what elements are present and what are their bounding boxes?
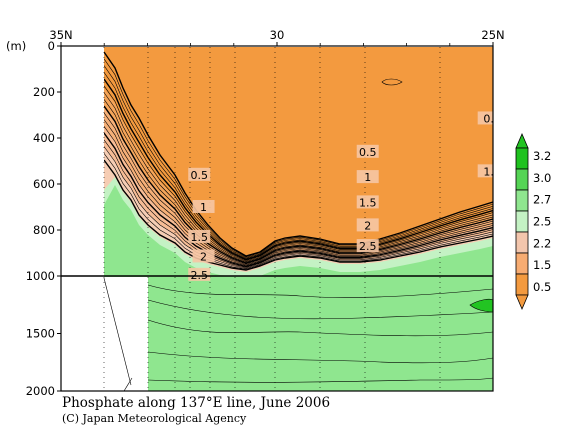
contour-label: 1 <box>200 201 207 214</box>
contour-label-bg <box>188 229 211 243</box>
contour-label: 0.5 <box>359 146 377 159</box>
bottom-line <box>103 277 132 386</box>
contour-line <box>103 72 493 259</box>
y-tick-label: 1500 <box>26 327 55 341</box>
colorbar: 3.2 3.0 2.7 2.5 2.2 1.5 0.5 <box>515 132 551 311</box>
contour-line <box>103 119 493 266</box>
contour-line <box>103 58 493 258</box>
colorbar-bottom-arrow <box>515 294 529 311</box>
contour-line <box>103 85 493 261</box>
contour-label-bg <box>477 111 493 125</box>
contour-label-bg <box>188 267 211 281</box>
contour-line <box>103 92 493 262</box>
contour-line <box>103 146 493 269</box>
contour-line <box>103 99 493 263</box>
y-tick-label: 0 <box>48 39 55 53</box>
y-unit-label: (m) <box>6 39 26 53</box>
colorbar-swatch <box>515 252 529 275</box>
x-tick-label: 25N <box>481 28 504 42</box>
deep-layer <box>148 276 493 391</box>
contour-line <box>103 51 493 257</box>
no-data-region-deep <box>61 277 148 391</box>
colorbar-swatch <box>515 210 529 233</box>
contour-line <box>103 159 493 271</box>
colorbar-swatch <box>515 147 529 170</box>
contour-label: 1.5 <box>190 231 208 244</box>
y-tick-label: 2000 <box>26 384 55 398</box>
colorbar-swatch <box>515 168 529 191</box>
deep-contour-line <box>147 377 493 383</box>
chart-title: Phosphate along 137°E line, June 2006 <box>62 395 330 411</box>
contour-label-bg <box>188 167 211 181</box>
colorbar-label: 2.2 <box>533 236 551 250</box>
plot-area: 0.511.522.50.511.522.50.1. <box>61 47 494 391</box>
axes: 0 200 400 600 800 1000 1500 2000 (m) 35N 30 25N <box>6 28 505 398</box>
contour-label-bg <box>356 239 379 253</box>
colorbar-swatch <box>515 189 529 212</box>
colorbar-swatch <box>515 273 529 296</box>
colorbar-label: 3.0 <box>533 171 551 185</box>
contour-label: 0.5 <box>190 169 208 182</box>
contour-line <box>103 132 493 268</box>
deep-contour-line <box>147 284 493 298</box>
colorbar-label: 2.7 <box>533 193 551 207</box>
contour-label: 1 <box>364 171 371 184</box>
credit-text: (C) Japan Meteorological Agency <box>62 412 247 425</box>
y-tick-label: 400 <box>33 131 55 145</box>
contour-label-bg <box>192 249 215 263</box>
deep-contour-line <box>147 319 493 337</box>
deep-contour-line <box>147 299 493 320</box>
contour-label-bg <box>356 170 379 184</box>
colorbar-label: 3.2 <box>533 149 551 163</box>
colorbar-label: 0.5 <box>533 280 551 294</box>
contour-label: 1. <box>483 165 494 178</box>
colorbar-swatch <box>515 231 529 254</box>
contour-label: 2 <box>364 219 371 232</box>
y-tick-label: 200 <box>33 85 55 99</box>
y-tick-label: 600 <box>33 177 55 191</box>
contour-label-bg <box>356 218 379 232</box>
contour-line <box>103 153 493 270</box>
y-tick-label: 800 <box>33 223 55 237</box>
y-tick-label: 1000 <box>26 269 55 283</box>
green-band-mid <box>104 185 493 277</box>
colorbar-label: 1.5 <box>533 258 551 272</box>
contour-label: 1.5 <box>359 196 377 209</box>
contour-label: 2.5 <box>359 240 377 253</box>
closed-contour <box>381 78 403 86</box>
contour-label: 2 <box>200 250 207 263</box>
contour-label-bg <box>356 144 379 158</box>
no-data-region <box>61 47 104 276</box>
contour-line <box>103 65 493 259</box>
contour-line <box>103 78 493 261</box>
contour-label-bg <box>477 164 493 178</box>
colorbar-label: 2.5 <box>533 215 551 229</box>
contour-line <box>103 126 493 266</box>
closed-contour-green <box>469 298 493 313</box>
bottom-line <box>123 377 133 391</box>
contour-label-bg <box>356 195 379 209</box>
contour-label: 0. <box>483 112 494 125</box>
contour-line <box>103 105 493 264</box>
x-tick-label: 30 <box>270 28 285 42</box>
contour-line <box>103 112 493 265</box>
colorbar-top-arrow <box>515 132 529 149</box>
contour-line <box>103 139 493 268</box>
x-tick-label: 35N <box>49 28 72 42</box>
contour-label-bg <box>192 200 215 213</box>
